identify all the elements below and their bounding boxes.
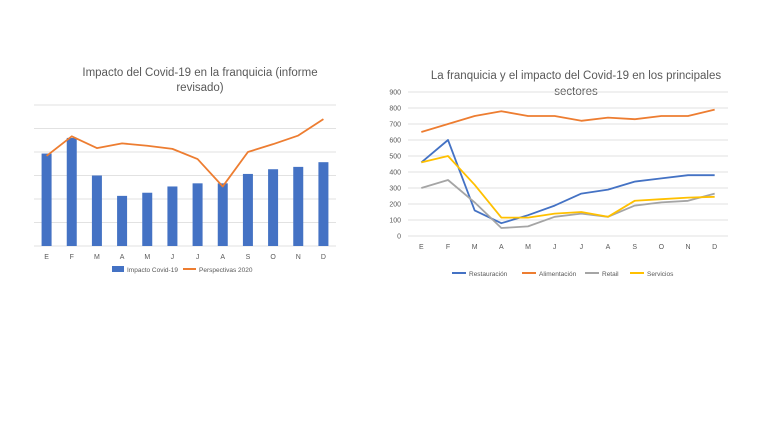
chart2-gridlines	[408, 91, 728, 237]
legend-label-impacto: Impacto Covid-19	[127, 267, 178, 274]
chart1-bar	[167, 186, 178, 246]
chart1-x-tick-label: S	[246, 254, 251, 261]
chart-sectors: La franquicia y el impacto del Covid-19 …	[389, 70, 728, 278]
chart1-bar	[242, 173, 253, 246]
chart1-bar	[293, 166, 304, 246]
legend-label-perspectivas: Perspectivas 2020	[199, 267, 253, 274]
chart2-legend: Restauración Alimentación Retail Servici…	[452, 271, 674, 278]
chart2-x-tick-label: J	[580, 244, 584, 251]
legend-label-servicios: Servicios	[647, 271, 674, 278]
chart2-x-tick-label: J	[553, 244, 557, 251]
chart1-bars	[41, 137, 329, 246]
chart1-bar	[117, 195, 128, 246]
chart1-gridlines	[34, 104, 336, 247]
chart1-x-tick-label: O	[270, 254, 276, 261]
chart2-y-tick-label: 0	[397, 234, 401, 241]
chart2-title-line1: La franquicia y el impacto del Covid-19 …	[431, 70, 721, 82]
chart2-x-tick-label: F	[446, 244, 450, 251]
chart2-x-tick-label: O	[659, 244, 665, 251]
chart2-x-tick-label: M	[525, 244, 531, 251]
legend-label-restauracion: Restauración	[469, 271, 508, 278]
chart1-bar	[142, 192, 153, 246]
chart1-bar	[217, 183, 228, 246]
chart1-line	[46, 118, 324, 188]
legend-label-retail: Retail	[602, 271, 619, 278]
chart1-x-tick-label: F	[70, 254, 74, 261]
chart2-series-line-alimentación	[421, 108, 715, 133]
chart2-y-tick-label: 100	[389, 218, 401, 225]
chart2-y-tick-label: 400	[389, 170, 401, 177]
chart2-x-tick-label: S	[632, 244, 637, 251]
chart2-y-tick-label: 800	[389, 106, 401, 113]
chart1-x-tick-label: A	[120, 254, 125, 261]
chart1-x-tick-label: M	[144, 254, 150, 261]
chart1-x-tick-label: J	[196, 254, 200, 261]
chart1-bar	[66, 137, 77, 246]
chart1-x-tick-label: M	[94, 254, 100, 261]
chart2-series-line-servicios	[421, 155, 715, 219]
chart2-x-tick-label: A	[606, 244, 611, 251]
chart1-x-tick-label: D	[321, 254, 326, 261]
chart1-x-tick-label: N	[296, 254, 301, 261]
chart2-x-tick-label: E	[419, 244, 424, 251]
chart2-y-tick-label: 200	[389, 202, 401, 209]
chart2-x-tick-label: A	[499, 244, 504, 251]
chart1-bar	[91, 175, 102, 246]
chart2-y-tick-label: 900	[389, 90, 401, 97]
chart2-y-ticks: 0 100 200 300 400 500 600 700 800 900	[389, 90, 401, 241]
chart2-y-tick-label: 700	[389, 122, 401, 129]
chart-covid-impact: Impacto del Covid-19 en la franquicia (i…	[34, 67, 336, 274]
chart1-legend: Impacto Covid-19 Perspectivas 2020	[112, 266, 253, 274]
chart1-title-line2: revisado)	[176, 82, 223, 94]
chart2-y-tick-label: 600	[389, 138, 401, 145]
legend-swatch-impacto	[112, 266, 124, 272]
chart2-x-tick-label: M	[472, 244, 478, 251]
chart1-series-line-perspectivas	[46, 118, 324, 188]
chart2-lines	[420, 108, 715, 229]
chart1-x-tick-label: A	[220, 254, 225, 261]
chart1-bar	[192, 183, 203, 246]
chart1-bar	[41, 153, 52, 246]
chart1-bar	[268, 169, 279, 246]
chart1-title-line1: Impacto del Covid-19 en la franquicia (i…	[82, 67, 317, 79]
chart1-x-tick-label: E	[44, 254, 49, 261]
legend-label-alimentacion: Alimentación	[539, 271, 577, 278]
chart2-x-tick-label: D	[712, 244, 717, 251]
chart2-x-tick-label: N	[685, 244, 690, 251]
chart1-x-tick-label: J	[171, 254, 175, 261]
chart2-y-tick-label: 500	[389, 154, 401, 161]
chart2-series-line-retail	[421, 179, 715, 229]
chart2-series-line-restauración	[420, 139, 715, 225]
chart1-bar	[318, 162, 329, 246]
chart2-y-tick-label: 300	[389, 186, 401, 193]
